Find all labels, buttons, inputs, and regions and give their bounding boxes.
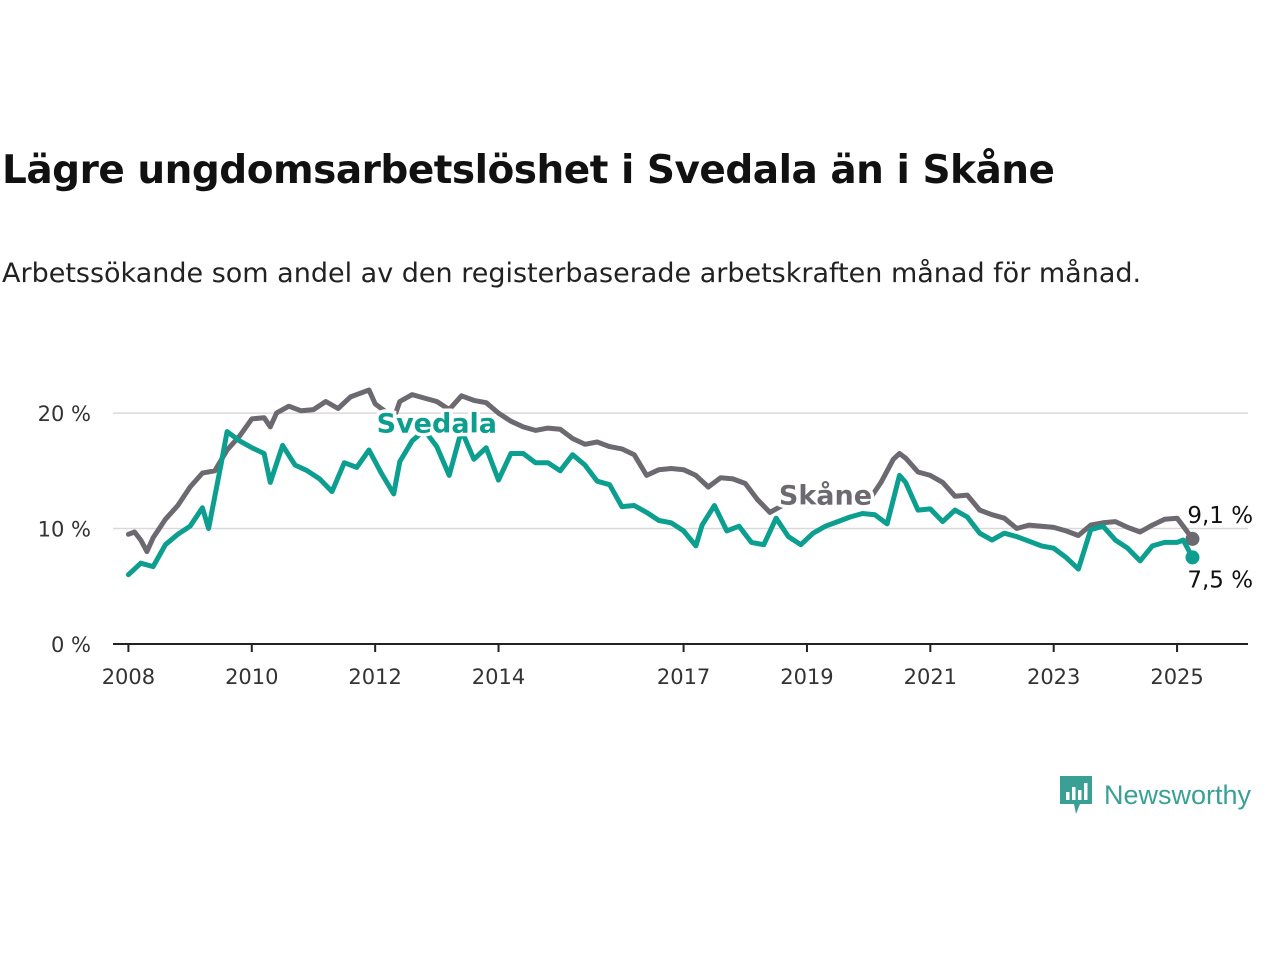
x-tick-label: 2014 xyxy=(472,665,525,689)
y-tick-label: 10 % xyxy=(38,518,91,542)
end-label-svedala: 7,5 % xyxy=(1187,567,1253,593)
y-tick-label: 20 % xyxy=(38,402,91,426)
series-label-svedala: Svedala xyxy=(377,409,497,440)
series-line-svedala xyxy=(125,427,1195,578)
chart-subtitle: Arbetssökande som andel av den registerb… xyxy=(2,258,1142,289)
brand-name: Newsworthy xyxy=(1104,779,1252,810)
newsworthy-logo-icon xyxy=(1060,776,1092,814)
x-tick-label: 2025 xyxy=(1150,665,1203,689)
chart-title: Lägre ungdomsarbetslöshet i Svedala än i… xyxy=(2,148,1055,193)
x-tick-label: 2010 xyxy=(225,665,278,689)
end-point-skane xyxy=(1185,531,1200,546)
newsworthy-logo: Newsworthy xyxy=(1058,774,1251,816)
x-tick-label: 2008 xyxy=(102,665,155,689)
x-tick-label: 2012 xyxy=(348,665,401,689)
y-tick-label: 0 % xyxy=(51,633,91,657)
x-tick-label: 2023 xyxy=(1027,665,1080,689)
x-tick-label: 2021 xyxy=(904,665,957,689)
end-point-svedala xyxy=(1185,550,1200,565)
x-tick-label: 2019 xyxy=(780,665,833,689)
end-label-skane: 9,1 % xyxy=(1187,503,1253,529)
series-label-skane: Skåne xyxy=(779,479,872,511)
series-line-skane xyxy=(125,387,1195,555)
x-tick-label: 2017 xyxy=(657,665,710,689)
line-chart: 0 % 10 % 20 % 2008 2010 2012 2014 2017 2019 2021 2… xyxy=(38,387,1256,689)
